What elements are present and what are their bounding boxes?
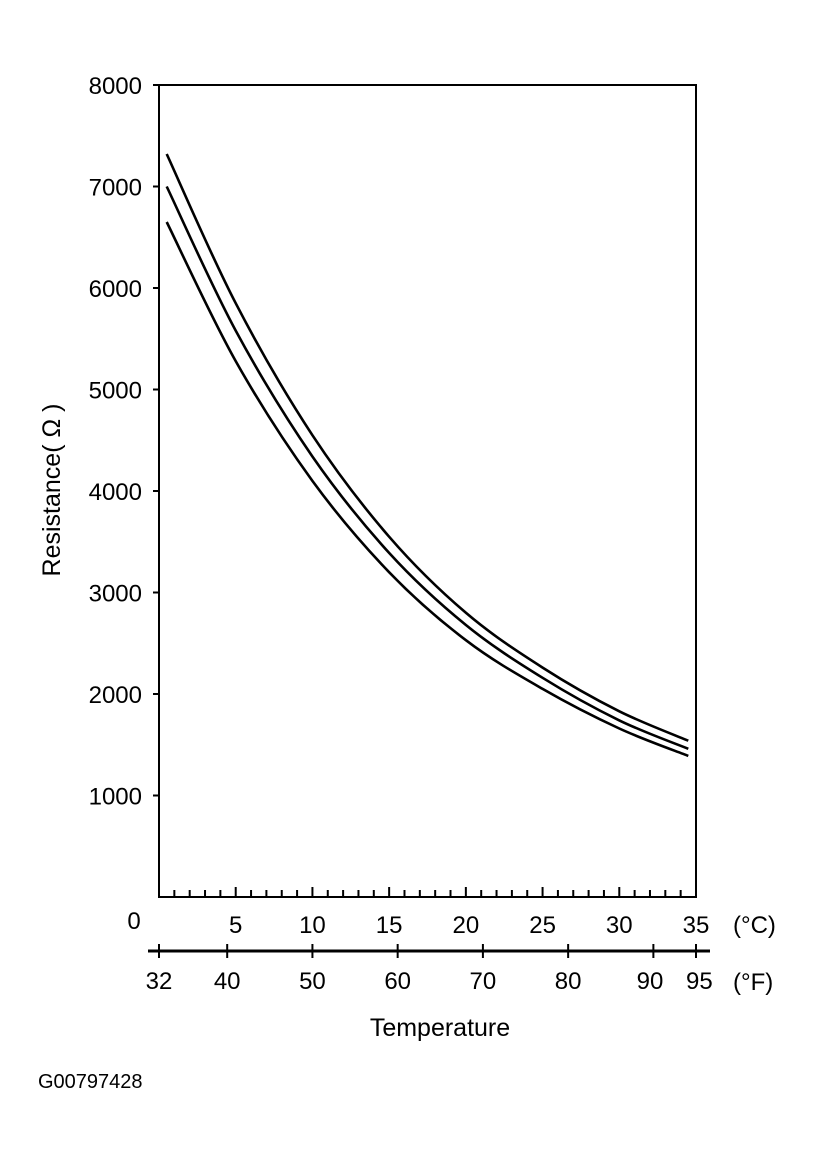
x-tick-label-celsius: 5: [229, 912, 242, 939]
x-tick-label-fahrenheit: 40: [214, 968, 241, 995]
plot-frame: [158, 84, 697, 898]
x-tick-label-celsius: 10: [299, 912, 326, 939]
x-unit-fahrenheit: (°F): [733, 969, 773, 996]
x-tick-label-fahrenheit: 60: [384, 968, 411, 995]
origin-label: 0: [127, 908, 140, 935]
x-tick-label-fahrenheit: 95: [686, 968, 713, 995]
resistance-curve-1: [165, 153, 689, 742]
x-tick-label-fahrenheit: 32: [146, 968, 173, 995]
y-tick-label: 6000: [89, 276, 142, 303]
x-tick-label-celsius: 20: [453, 912, 480, 939]
y-axis-title: Resistance( Ω ): [38, 404, 66, 577]
y-tick-label: 3000: [89, 581, 142, 608]
x-tick-label-celsius: 30: [606, 912, 633, 939]
x-axis-title: Temperature: [370, 1014, 510, 1042]
resistance-curve-3: [165, 221, 689, 758]
series-layer: [165, 153, 689, 758]
y-tick-label: 7000: [89, 175, 142, 202]
x-tick-label-fahrenheit: 50: [299, 968, 326, 995]
x-tick-label-fahrenheit: 70: [470, 968, 497, 995]
fahrenheit-axis: 32 40 50 60 70 80 90 95: [146, 944, 713, 995]
figure-id: G00797428: [38, 1071, 143, 1093]
y-axis-ticks: 1000 2000 3000 4000 5000 6000 7000 8000: [89, 73, 159, 811]
x-tick-label-celsius: 35: [683, 912, 710, 939]
y-tick-label: 5000: [89, 378, 142, 405]
y-tick-label: 2000: [89, 682, 142, 709]
y-tick-label: 8000: [89, 73, 142, 100]
y-tick-label: 4000: [89, 479, 142, 506]
x-tick-label-celsius: 15: [376, 912, 403, 939]
x-tick-label-fahrenheit: 80: [555, 968, 582, 995]
x-tick-label-celsius: 25: [529, 912, 556, 939]
x-unit-celsius: (°C): [733, 912, 776, 939]
y-tick-label: 1000: [89, 784, 142, 811]
x-tick-label-fahrenheit: 90: [637, 968, 664, 995]
resistance-curve-2: [165, 185, 689, 751]
x-axis-ticks: 5 10 15 20 25 30 35: [173, 887, 710, 939]
